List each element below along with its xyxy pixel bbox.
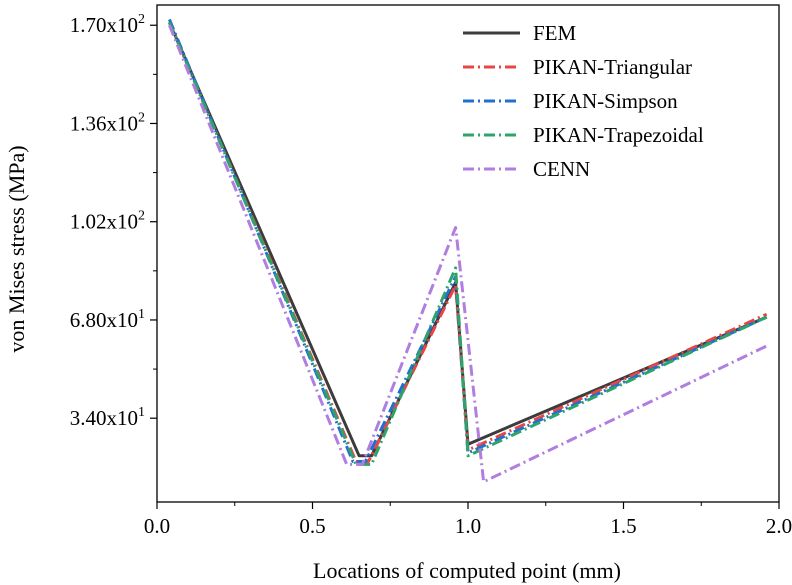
legend-label: CENN bbox=[533, 157, 590, 181]
x-tick-label: 0.0 bbox=[144, 514, 170, 538]
y-tick-label: 1.02x102 bbox=[70, 209, 145, 234]
legend-label: PIKAN-Trapezoidal bbox=[533, 123, 704, 147]
series-layer bbox=[168, 18, 768, 484]
legend-label: PIKAN-Simpson bbox=[533, 89, 678, 113]
series-line-cenn bbox=[168, 24, 768, 484]
x-axis-label: Locations of computed point (mm) bbox=[313, 558, 621, 583]
axes-layer: 0.0 0.5 1.0 1.5 2.0 3.40x101 6.80x101 1.02x102 1… bbox=[70, 4, 792, 538]
y-tick-label: 1.70x102 bbox=[70, 12, 145, 37]
y-tick-label: 3.40x101 bbox=[70, 405, 145, 430]
legend-label: PIKAN-Triangular bbox=[533, 55, 692, 79]
legend: FEM PIKAN-Triangular PIKAN-Simpson PIKAN-Tr… bbox=[463, 21, 704, 181]
x-tick-label: 0.5 bbox=[299, 514, 325, 538]
legend-label: FEM bbox=[533, 21, 577, 45]
x-tick-label: 1.0 bbox=[455, 514, 481, 538]
series-line-pikan-trapezoidal bbox=[168, 21, 768, 466]
x-tick-label: 2.0 bbox=[766, 514, 792, 538]
y-tick-label: 6.80x101 bbox=[70, 307, 145, 332]
y-axis-label: von Mises stress (MPa) bbox=[4, 145, 29, 352]
x-tick-label: 1.5 bbox=[610, 514, 636, 538]
y-tick-label: 1.36x102 bbox=[70, 110, 145, 135]
series-line-pikan-simpson bbox=[168, 18, 768, 463]
series-line-pikan-triangular bbox=[168, 21, 768, 463]
